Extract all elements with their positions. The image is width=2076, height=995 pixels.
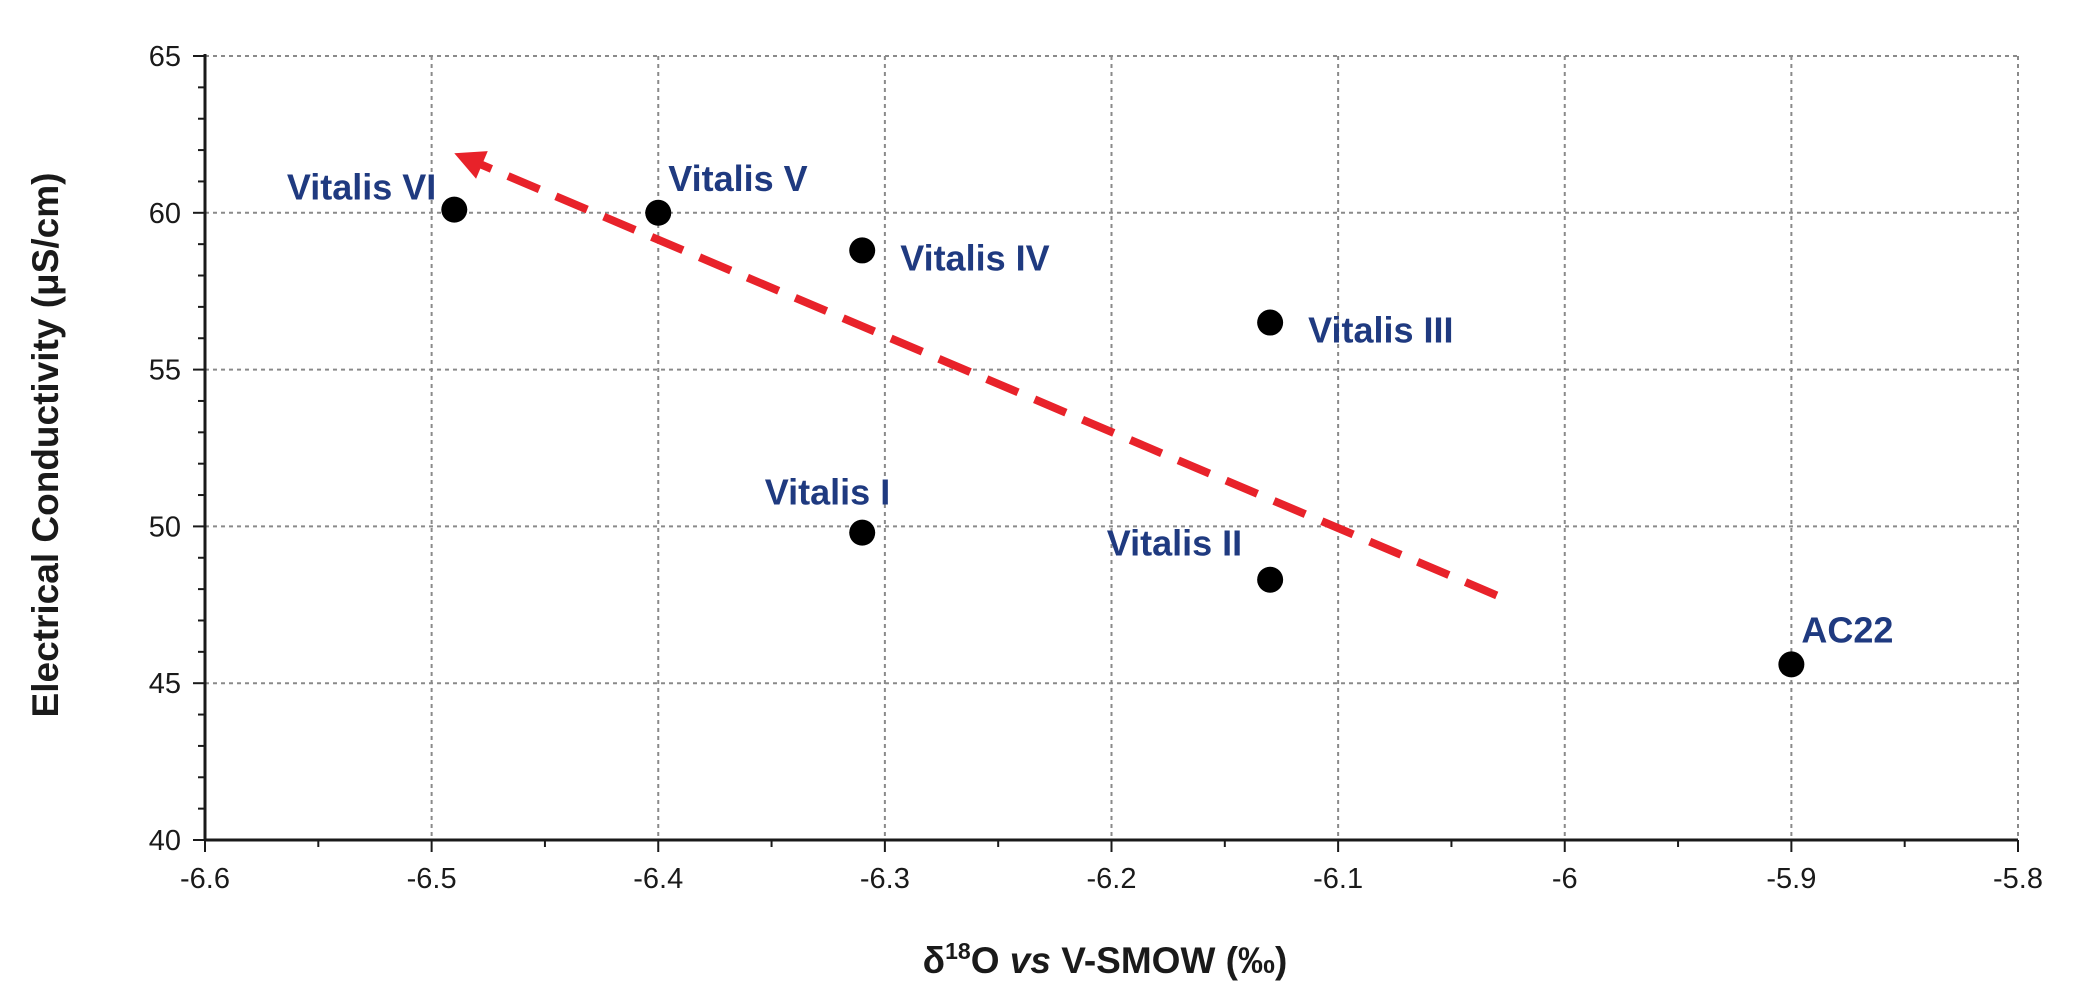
x-axis-title-reference: V-SMOW (‰) [1061,940,1287,981]
trend-arrow [454,151,1499,600]
y-tick-label: 60 [149,198,181,230]
x-tick-label: -5.9 [1766,863,1816,895]
x-tick-label: -6.5 [407,863,457,895]
trend-arrow-shaft [476,159,1499,600]
point-label: Vitalis V [668,158,807,199]
y-tick-label: 55 [149,355,181,387]
x-tick-label: -5.8 [1993,863,2043,895]
x-axis-title-spacer-2 [1051,940,1061,981]
point-label: Vitalis VI [287,167,436,208]
x-axis-title-italic: vs [1010,940,1051,981]
point-label: Vitalis III [1308,310,1453,351]
x-axis-title-element: O [971,940,1000,981]
y-tick-label: 50 [149,511,181,543]
point-label: Vitalis IV [900,237,1049,278]
x-tick-label: -6.4 [633,863,683,895]
x-tick-label: -6 [1552,863,1578,895]
x-tick-label: -6.1 [1313,863,1363,895]
data-point [1257,309,1284,336]
data-point [645,199,672,226]
y-tick-label: 45 [149,668,181,700]
x-axis-title-delta: δ [923,940,945,981]
x-tick-label: -6.2 [1087,863,1137,895]
point-labels: Vitalis VI Vitalis V Vitalis IV Vitalis III… [287,158,1894,651]
point-label: Vitalis I [765,472,890,513]
x-axis-title-superscript: 18 [945,938,971,964]
point-label: Vitalis II [1107,523,1242,564]
tick-labels: 40 45 50 55 60 65 -6.6 -6.5 -6.4 -6.3 -6.2 -6.1 -6 -5… [149,41,2043,895]
grid-lines [205,55,2019,840]
y-tick-label: 65 [149,41,181,73]
data-point [1257,566,1284,593]
data-point [849,237,876,264]
x-tick-label: -6.3 [860,863,910,895]
x-axis-title: δ18O vs V-SMOW (‰) [923,938,1288,981]
data-point [1778,651,1805,678]
x-axis-title-spacer [1000,940,1010,981]
x-tick-label: -6.6 [180,863,230,895]
point-label: AC22 [1801,609,1893,650]
y-tick-label: 40 [149,825,181,857]
data-points [441,196,1805,678]
trend-arrow-head [454,151,488,179]
data-point [849,519,876,546]
data-point [441,196,468,223]
axes [193,54,2019,852]
y-axis-title: Electrical Conductivity (μS/cm) [25,173,66,718]
